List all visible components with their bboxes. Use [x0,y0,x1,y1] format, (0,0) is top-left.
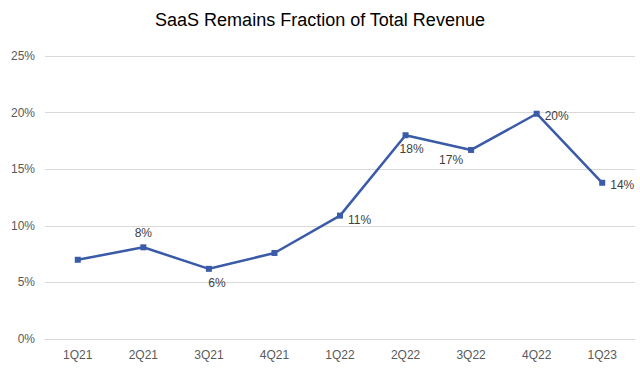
svg-text:1Q21: 1Q21 [63,348,93,362]
svg-text:3Q21: 3Q21 [194,348,224,362]
svg-text:11%: 11% [348,213,371,227]
svg-text:17%: 17% [439,153,463,167]
svg-text:0%: 0% [18,332,36,346]
svg-text:25%: 25% [11,49,35,63]
svg-text:10%: 10% [11,219,35,233]
svg-text:8%: 8% [135,226,153,240]
svg-text:14%: 14% [610,178,634,192]
svg-text:1Q22: 1Q22 [325,348,355,362]
svg-text:3Q22: 3Q22 [456,348,486,362]
svg-text:4Q21: 4Q21 [260,348,290,362]
svg-text:1Q23: 1Q23 [588,348,618,362]
svg-text:2Q22: 2Q22 [391,348,421,362]
svg-text:4Q22: 4Q22 [522,348,552,362]
svg-text:18%: 18% [400,142,424,156]
svg-text:5%: 5% [18,275,36,289]
svg-text:15%: 15% [11,162,35,176]
svg-text:SaaS Remains Fraction of Total: SaaS Remains Fraction of Total Revenue [155,10,485,30]
svg-text:20%: 20% [11,106,35,120]
svg-text:20%: 20% [545,109,569,123]
svg-text:2Q21: 2Q21 [129,348,159,362]
svg-text:6%: 6% [208,276,226,290]
